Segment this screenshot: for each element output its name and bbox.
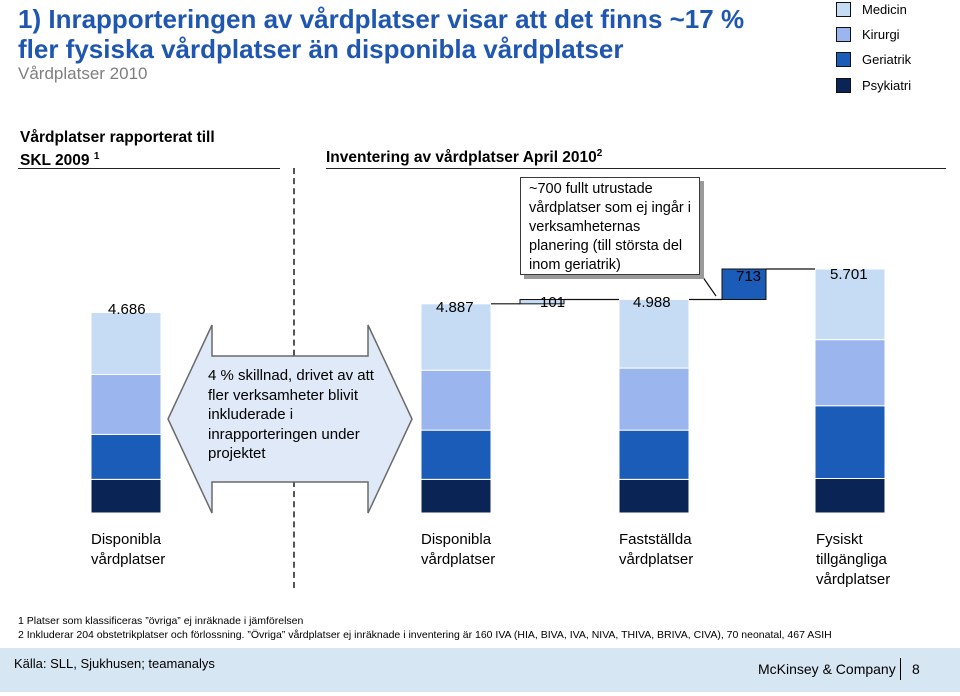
footnote-2: 2 Inkluderar 204 obstetrikplatser och fö… xyxy=(18,629,832,641)
value-label: 4.988 xyxy=(633,294,671,311)
footnote-marker: 2 xyxy=(596,148,603,159)
callout-pointer xyxy=(699,272,717,297)
section-underline xyxy=(18,168,280,169)
footnote-1: 1 Platser som klassificeras ”övriga” ej … xyxy=(18,615,304,627)
legend-swatch xyxy=(836,52,851,67)
value-label: 5.701 xyxy=(830,266,868,283)
category-label-line: Fysiskt xyxy=(816,531,863,548)
legend-item-medicin: Medicin xyxy=(836,0,956,20)
bar-segment-psykiatri xyxy=(90,478,162,514)
page-subtitle: Vårdplatser 2010 xyxy=(18,64,148,83)
value-label: 4.686 xyxy=(108,301,146,318)
legend-swatch xyxy=(836,27,851,42)
category-label: Fastställda vårdplatser xyxy=(619,530,693,570)
bar-segment-geriatrik xyxy=(420,429,492,480)
section-header-line: SKL 2009 xyxy=(20,152,90,170)
bars xyxy=(90,268,886,514)
bar-segment-kirurgi xyxy=(90,373,162,435)
legend-label: Psykiatri xyxy=(862,78,912,93)
bridge-bar xyxy=(519,299,565,305)
category-label-line: Fastställda xyxy=(619,531,692,548)
bar-segment-psykiatri xyxy=(420,478,492,514)
category-label-line: Disponibla xyxy=(421,531,492,548)
bar-segment-kirurgi xyxy=(618,367,690,431)
bar-segment-geriatrik xyxy=(814,405,886,480)
legend-swatch xyxy=(836,2,851,17)
bar-segment-medicin xyxy=(618,299,690,369)
bar-segment-medicin xyxy=(90,311,162,375)
legend-label: Medicin xyxy=(862,2,907,17)
bar-segment-psykiatri xyxy=(618,478,690,514)
category-label-line: vårdplatser xyxy=(619,551,694,568)
value-label: 101 xyxy=(540,294,566,311)
legend-item-kirurgi: Kirurgi xyxy=(836,25,956,45)
value-label: 713 xyxy=(736,268,762,285)
category-label: Disponibla vårdplatser xyxy=(91,530,165,570)
footer-bar xyxy=(0,648,960,692)
legend-label: Geriatrik xyxy=(862,52,912,67)
brand-name: McKinsey & Company xyxy=(758,661,896,677)
category-label-line: vårdplatser xyxy=(91,551,166,568)
page-number: 8 xyxy=(912,661,920,677)
bar-segment-kirurgi xyxy=(814,339,886,407)
bar-segment-psykiatri xyxy=(814,478,886,514)
section-underline xyxy=(326,168,946,169)
bar-segment-geriatrik xyxy=(90,433,162,480)
source-note: Källa: SLL, Sjukhusen; teamanalys xyxy=(14,656,215,671)
category-label-line: Disponibla xyxy=(91,531,162,548)
legend-swatch xyxy=(836,78,851,93)
value-label: 4.887 xyxy=(436,299,474,316)
category-label-line: vårdplatser xyxy=(421,551,496,568)
footer-separator xyxy=(900,658,901,680)
category-label: Disponibla vårdplatser xyxy=(421,530,495,570)
bar-segment-kirurgi xyxy=(420,369,492,431)
double-arrow xyxy=(167,324,413,514)
bridge-bar xyxy=(721,268,767,301)
category-label-line: tillgängliga xyxy=(816,551,887,568)
section-header-skl: Vårdplatser rapporterat till SKL 2009 1 xyxy=(20,128,215,170)
section-header-line: Vårdplatser rapporterat till xyxy=(20,129,215,146)
category-label-line: vårdplatser xyxy=(816,571,891,588)
arrow-note: 4 % skillnad, drivet av att fler verksam… xyxy=(208,367,374,462)
bar-segment-medicin xyxy=(420,303,492,371)
legend-label: Kirurgi xyxy=(862,27,900,42)
category-label: Fysiskt tillgängliga vårdplatser xyxy=(816,530,890,590)
double-arrow-shape xyxy=(167,324,413,514)
footnote-marker: 1 xyxy=(93,151,100,162)
section-header-inventering: Inventering av vårdplatser April 20102 xyxy=(326,148,602,167)
page-title: 1) Inrapporteringen av vårdplatser visar… xyxy=(18,4,745,64)
bar-segment-geriatrik xyxy=(618,429,690,480)
legend-item-psykiatri: Psykiatri xyxy=(836,76,956,96)
callout-box: ~700 fullt utrustade vårdplatser som ej … xyxy=(520,177,700,275)
legend-item-geriatrik: Geriatrik xyxy=(836,50,956,70)
section-header-line: Inventering av vårdplatser April 2010 xyxy=(326,149,597,167)
bar-segment-medicin xyxy=(814,268,886,341)
